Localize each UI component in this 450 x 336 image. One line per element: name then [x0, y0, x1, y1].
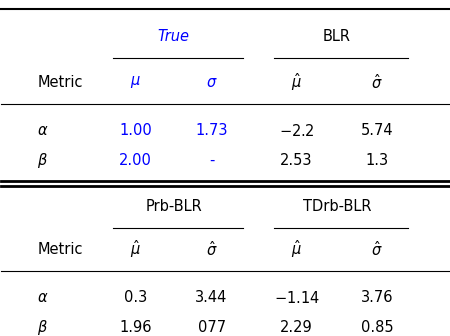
Text: 1.3: 1.3	[365, 153, 389, 168]
Text: $\alpha$: $\alpha$	[37, 123, 49, 138]
Text: 0.3: 0.3	[124, 290, 147, 305]
Text: $\beta$: $\beta$	[37, 151, 48, 170]
Text: True: True	[158, 29, 189, 44]
Text: Metric: Metric	[37, 242, 83, 257]
Text: 2.53: 2.53	[280, 153, 313, 168]
Text: $\hat{\sigma}$: $\hat{\sigma}$	[371, 240, 383, 259]
Text: $\sigma$: $\sigma$	[206, 75, 217, 90]
Text: 077: 077	[198, 320, 225, 335]
Text: 1.73: 1.73	[195, 123, 228, 138]
Text: 2.00: 2.00	[119, 153, 152, 168]
Text: -: -	[209, 153, 214, 168]
Text: Prb-BLR: Prb-BLR	[145, 199, 202, 214]
Text: $\hat{\mu}$: $\hat{\mu}$	[291, 238, 302, 260]
Text: BLR: BLR	[323, 29, 351, 44]
Text: $\hat{\sigma}$: $\hat{\sigma}$	[206, 240, 217, 259]
Text: 2.29: 2.29	[280, 320, 313, 335]
Text: $\hat{\sigma}$: $\hat{\sigma}$	[371, 73, 383, 92]
Text: Metric: Metric	[37, 75, 83, 90]
Text: $\mu$: $\mu$	[130, 74, 141, 90]
Text: $\hat{\mu}$: $\hat{\mu}$	[130, 238, 141, 260]
Text: $\hat{\mu}$: $\hat{\mu}$	[291, 71, 302, 93]
Text: 3.44: 3.44	[195, 290, 228, 305]
Text: $\alpha$: $\alpha$	[37, 290, 49, 305]
Text: $\beta$: $\beta$	[37, 318, 48, 336]
Text: $-$1.14: $-$1.14	[274, 290, 319, 306]
Text: TDrb-BLR: TDrb-BLR	[302, 199, 371, 214]
Text: $-$2.2: $-$2.2	[279, 123, 314, 139]
Text: 3.76: 3.76	[361, 290, 393, 305]
Text: 0.85: 0.85	[361, 320, 393, 335]
Text: 1.96: 1.96	[119, 320, 152, 335]
Text: 1.00: 1.00	[119, 123, 152, 138]
Text: 5.74: 5.74	[361, 123, 393, 138]
